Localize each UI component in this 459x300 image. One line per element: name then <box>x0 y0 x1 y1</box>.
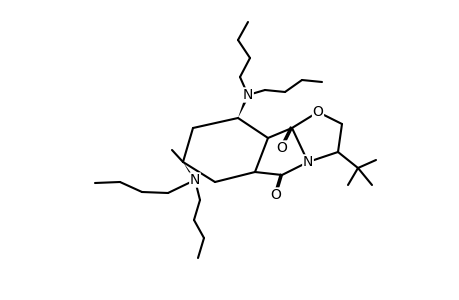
Polygon shape <box>183 162 197 182</box>
Polygon shape <box>237 94 250 118</box>
Text: N: N <box>190 173 200 187</box>
Text: O: O <box>270 188 281 202</box>
Text: O: O <box>312 105 323 119</box>
Text: O: O <box>276 141 287 155</box>
Text: N: N <box>242 88 252 102</box>
Text: N: N <box>302 155 313 169</box>
